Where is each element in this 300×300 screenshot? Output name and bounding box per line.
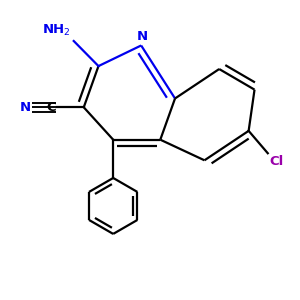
- Text: Cl: Cl: [269, 155, 284, 168]
- Text: NH$_2$: NH$_2$: [42, 23, 71, 38]
- Text: C: C: [46, 101, 56, 114]
- Text: N: N: [20, 101, 31, 114]
- Text: N: N: [137, 29, 148, 43]
